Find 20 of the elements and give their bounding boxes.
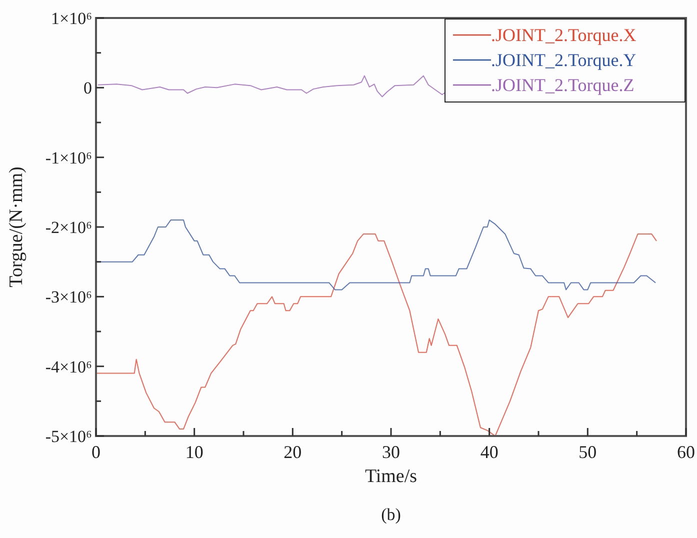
x-axis-title: Time/s xyxy=(364,466,418,487)
legend-label: .JOINT_2.Torque.X xyxy=(491,25,636,45)
text: (b) xyxy=(381,505,401,524)
y-tick-label: 1×10⁶ xyxy=(50,9,92,28)
y-tick-label: -4×10⁶ xyxy=(45,357,92,376)
x-tick-label: 10 xyxy=(185,442,204,462)
x-tick-label: 30 xyxy=(382,442,400,462)
y-tick-label: -1×10⁶ xyxy=(45,148,92,168)
y-tick-label: -5×10⁶ xyxy=(45,427,92,446)
y-tick-label: -2×10⁶ xyxy=(45,218,92,237)
x-tick-label: 40 xyxy=(480,442,498,462)
line-series xyxy=(96,233,657,436)
legend-label: .JOINT_2.Torque.Z xyxy=(491,75,634,95)
y-tick-label: 0 xyxy=(84,78,92,98)
y-tick-label: -3×10⁶ xyxy=(45,288,92,307)
x-tick-label: 20 xyxy=(284,442,302,462)
x-tick-label: 60 xyxy=(677,442,695,462)
legend-label: .JOINT_2.Torque.Y xyxy=(491,50,636,70)
y-axis-title: Torgue/(N·mm) xyxy=(6,166,27,288)
x-tick-label: 50 xyxy=(578,442,597,462)
